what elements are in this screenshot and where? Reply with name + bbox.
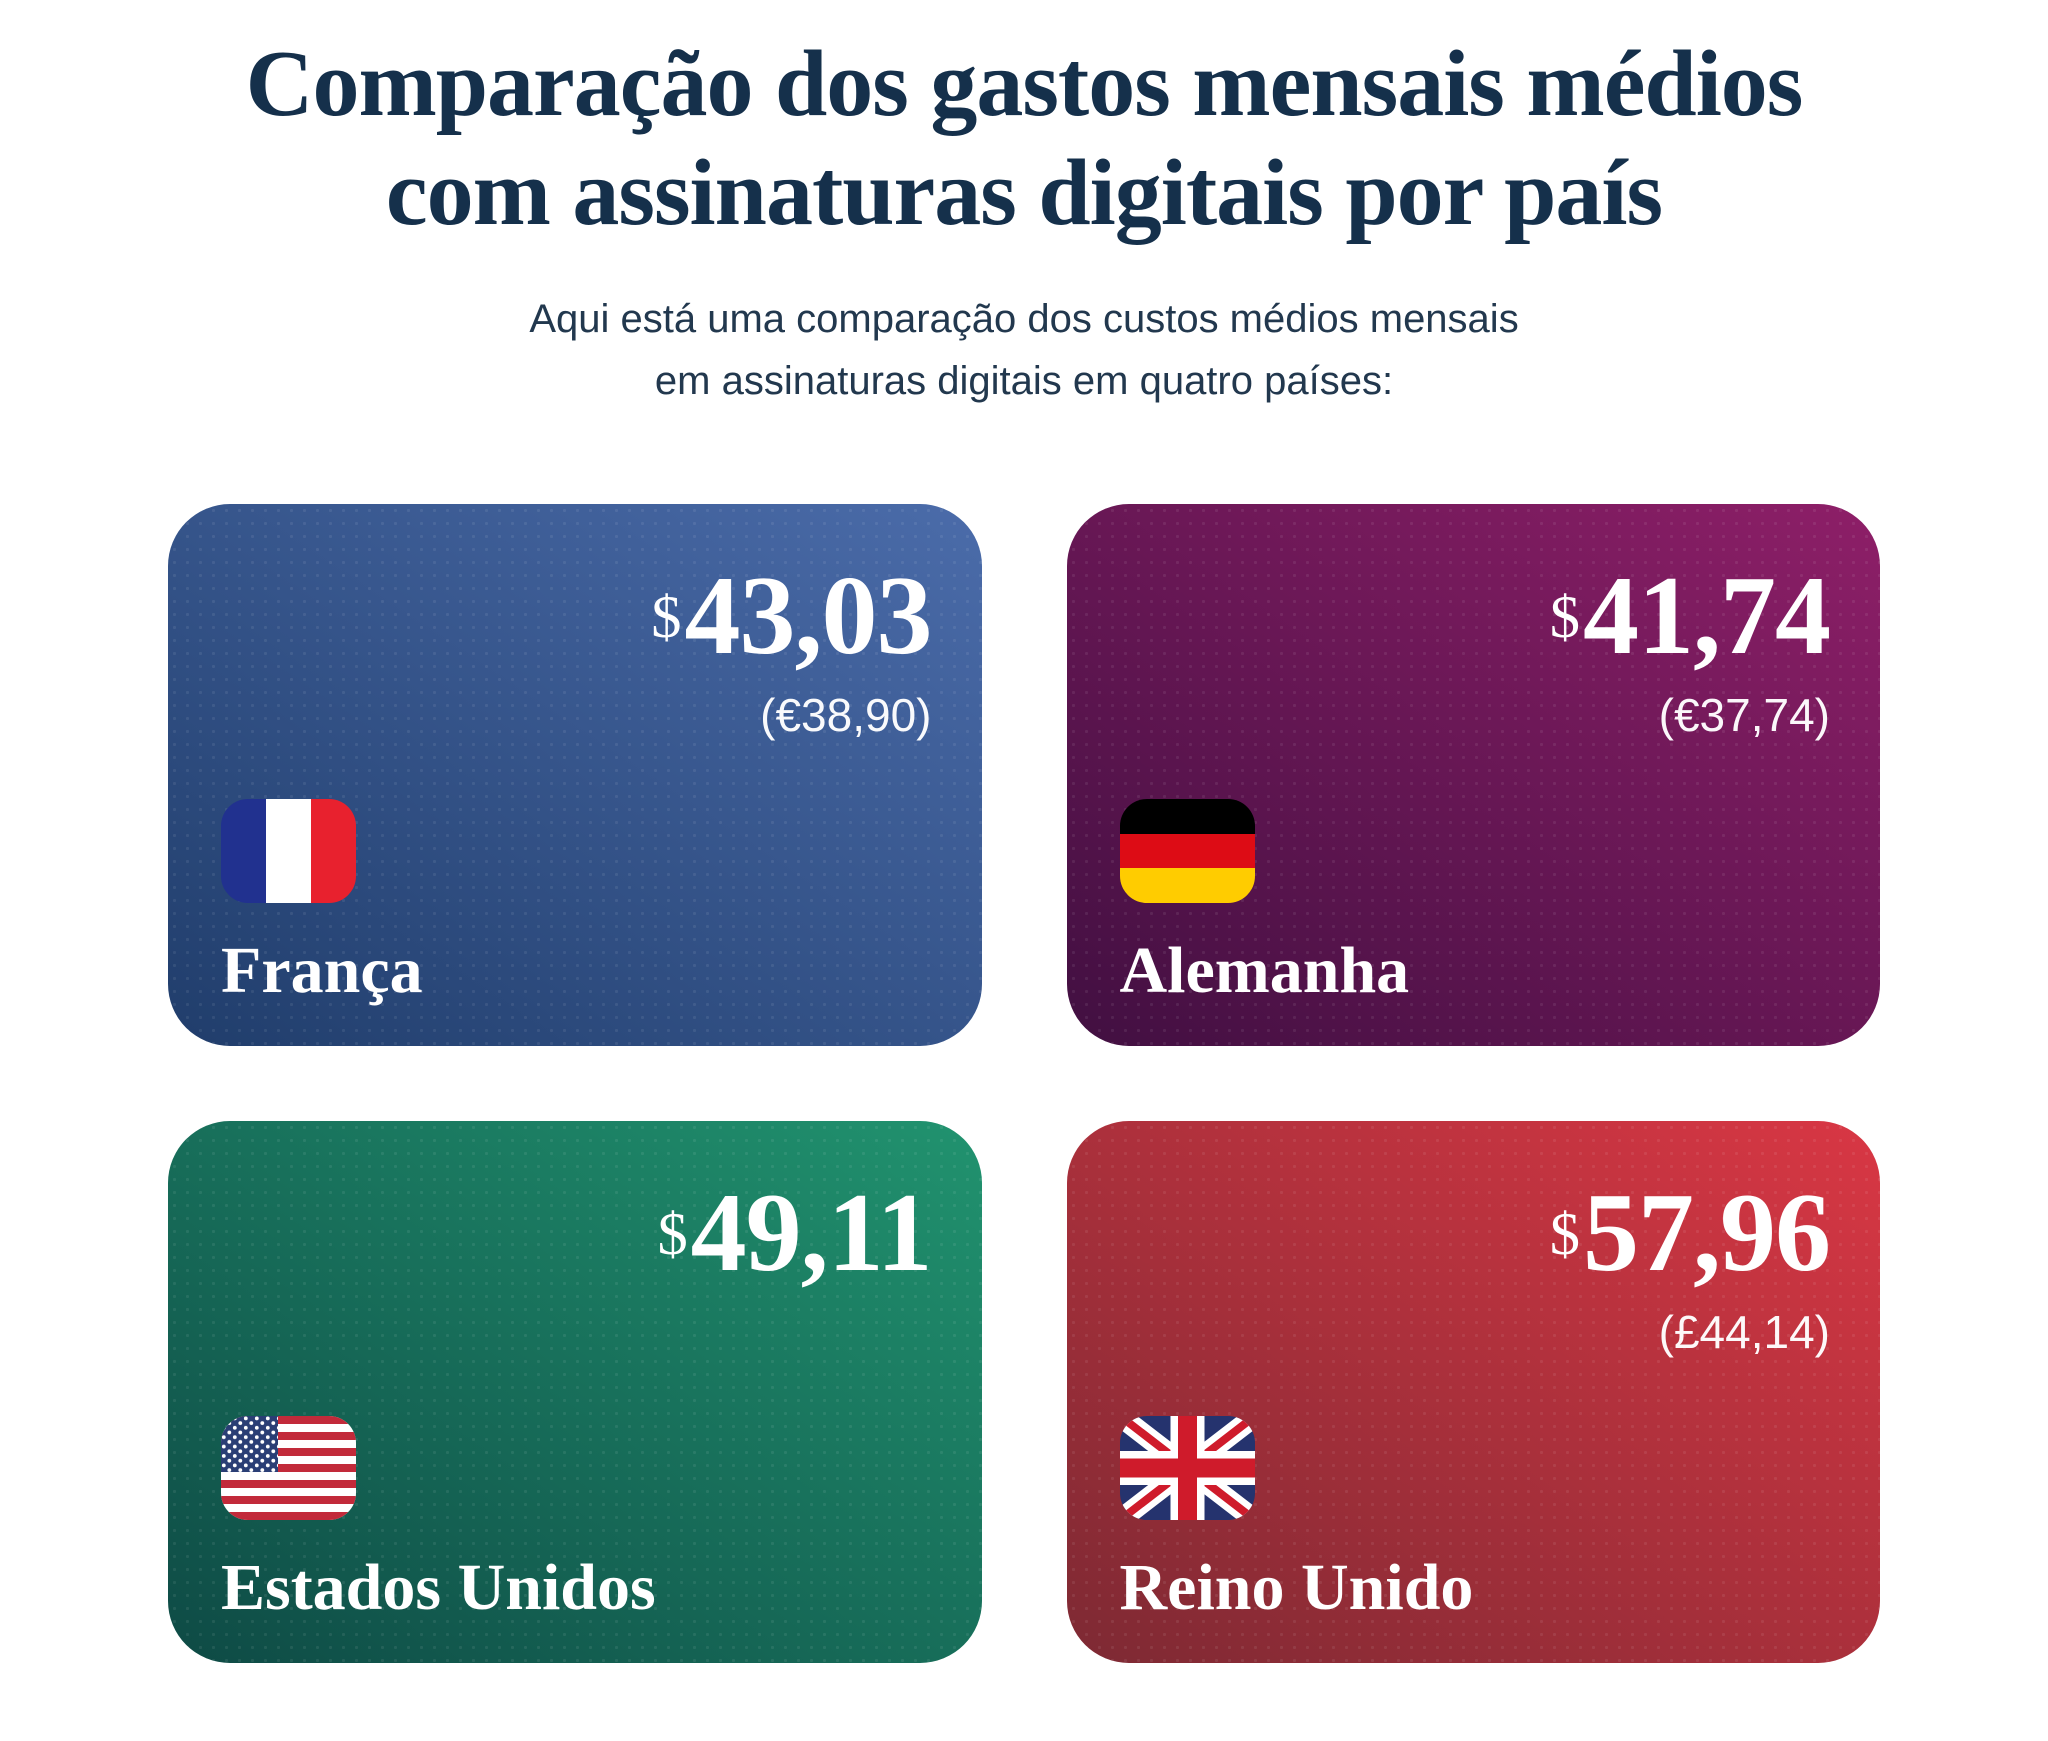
country-block: Alemanha (1119, 799, 1831, 1008)
dollar-sign: $ (1549, 583, 1580, 651)
flag-germany-icon (1119, 799, 1255, 904)
price-usd: $41,74 (1120, 560, 1831, 672)
flag-uk-icon (1119, 1416, 1255, 1521)
price-usd: $49,11 (221, 1177, 932, 1289)
country-card-france: $43,03 (€38,90) França (168, 504, 982, 1047)
country-label: França (221, 934, 423, 1008)
price-local: (£44,14) (1658, 1306, 1830, 1359)
dollar-sign: $ (651, 583, 682, 651)
price-block: $57,96 (£44,14) (1120, 1177, 1831, 1359)
price-local: (€38,90) (760, 689, 932, 742)
page-subtitle: Aqui está uma comparação dos custos médi… (0, 288, 2048, 412)
country-card-usa: $49,11 (168, 1121, 982, 1664)
flag-france-icon (221, 799, 356, 904)
price-block: $43,03 (€38,90) (221, 560, 932, 742)
dollar-sign: $ (1549, 1200, 1580, 1268)
country-label: Alemanha (1119, 934, 1410, 1008)
country-block: França (221, 799, 932, 1008)
price-amount: 57,96 (1583, 1171, 1831, 1296)
price-amount: 49,11 (690, 1171, 933, 1296)
page-title-line2: com assinaturas digitais por país (385, 141, 1663, 246)
price-block: $49,11 (221, 1177, 932, 1289)
page-subtitle-line1: Aqui está uma comparação dos custos médi… (529, 297, 1519, 342)
country-label: Reino Unido (1119, 1551, 1474, 1625)
price-amount: 41,74 (1583, 554, 1831, 679)
country-cards-grid: $43,03 (€38,90) França $41,74 (€37,74) (168, 504, 1880, 1664)
country-card-uk: $57,96 (£44,14) Reino Unido (1066, 1121, 1880, 1664)
price-usd: $57,96 (1120, 1177, 1831, 1289)
price-amount: 43,03 (684, 554, 933, 679)
price-local: (€37,74) (1658, 689, 1830, 742)
country-block: Reino Unido (1119, 1416, 1831, 1625)
page-title: Comparação dos gastos mensais médios com… (0, 30, 2048, 248)
country-block: Estados Unidos (221, 1416, 932, 1625)
price-usd: $43,03 (221, 560, 932, 672)
price-block: $41,74 (€37,74) (1120, 560, 1831, 742)
country-label: Estados Unidos (221, 1551, 656, 1625)
page-title-line1: Comparação dos gastos mensais médios (245, 32, 1804, 136)
dollar-sign: $ (657, 1200, 688, 1268)
header: Comparação dos gastos mensais médios com… (0, 0, 2048, 412)
flag-usa-icon (221, 1416, 356, 1521)
page-subtitle-line2: em assinaturas digitais em quatro países… (654, 359, 1394, 404)
country-card-germany: $41,74 (€37,74) Alemanha (1066, 504, 1880, 1047)
